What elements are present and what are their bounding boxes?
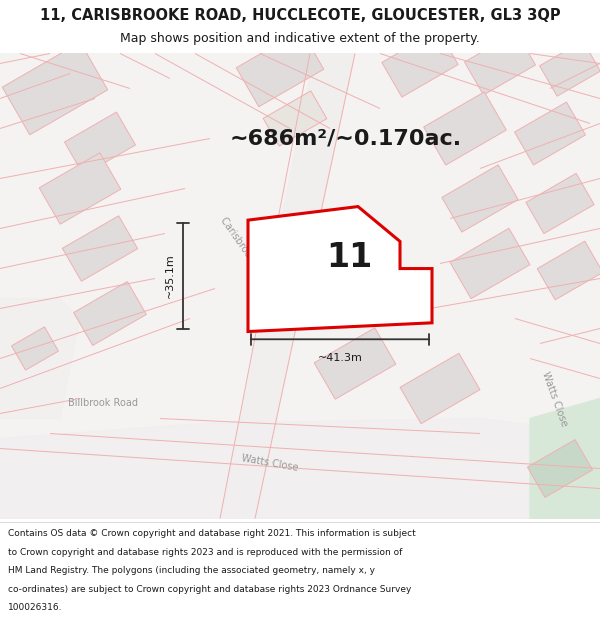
- Text: 100026316.: 100026316.: [8, 603, 62, 612]
- Polygon shape: [464, 32, 535, 95]
- Polygon shape: [236, 30, 324, 107]
- Polygon shape: [515, 102, 586, 165]
- Polygon shape: [2, 42, 108, 135]
- Text: to Crown copyright and database rights 2023 and is reproduced with the permissio: to Crown copyright and database rights 2…: [8, 548, 402, 557]
- Polygon shape: [263, 91, 327, 146]
- Text: Billbrook Road: Billbrook Road: [68, 399, 138, 409]
- Polygon shape: [0, 54, 600, 519]
- Polygon shape: [400, 353, 480, 424]
- Polygon shape: [530, 399, 600, 519]
- Polygon shape: [39, 153, 121, 224]
- Text: Carisbrooke Road: Carisbrooke Road: [218, 216, 275, 291]
- Polygon shape: [314, 328, 396, 399]
- Polygon shape: [442, 165, 518, 232]
- Text: 11, CARISBROOKE ROAD, HUCCLECOTE, GLOUCESTER, GL3 3QP: 11, CARISBROOKE ROAD, HUCCLECOTE, GLOUCE…: [40, 8, 560, 22]
- Text: Watts Close: Watts Close: [241, 454, 299, 473]
- Polygon shape: [0, 299, 80, 419]
- Text: Map shows position and indicative extent of the property.: Map shows position and indicative extent…: [120, 32, 480, 45]
- Text: Watts Close: Watts Close: [541, 370, 569, 428]
- Polygon shape: [0, 419, 600, 519]
- Polygon shape: [539, 41, 600, 96]
- Text: co-ordinates) are subject to Crown copyright and database rights 2023 Ordnance S: co-ordinates) are subject to Crown copyr…: [8, 584, 411, 594]
- Polygon shape: [220, 54, 355, 519]
- Text: Contains OS data © Crown copyright and database right 2021. This information is : Contains OS data © Crown copyright and d…: [8, 529, 416, 539]
- Text: HM Land Registry. The polygons (including the associated geometry, namely x, y: HM Land Registry. The polygons (includin…: [8, 566, 375, 575]
- Text: ~41.3m: ~41.3m: [317, 353, 362, 363]
- Polygon shape: [382, 30, 458, 97]
- Polygon shape: [424, 92, 506, 165]
- Text: 11: 11: [326, 241, 373, 274]
- Polygon shape: [11, 327, 58, 370]
- Polygon shape: [62, 216, 137, 281]
- Polygon shape: [65, 112, 136, 175]
- Polygon shape: [74, 281, 146, 346]
- Polygon shape: [450, 228, 530, 299]
- Polygon shape: [526, 173, 594, 234]
- Text: ~686m²/~0.170ac.: ~686m²/~0.170ac.: [230, 129, 462, 149]
- Polygon shape: [527, 439, 593, 498]
- Polygon shape: [248, 206, 432, 331]
- Text: ~35.1m: ~35.1m: [165, 254, 175, 298]
- Polygon shape: [537, 241, 600, 300]
